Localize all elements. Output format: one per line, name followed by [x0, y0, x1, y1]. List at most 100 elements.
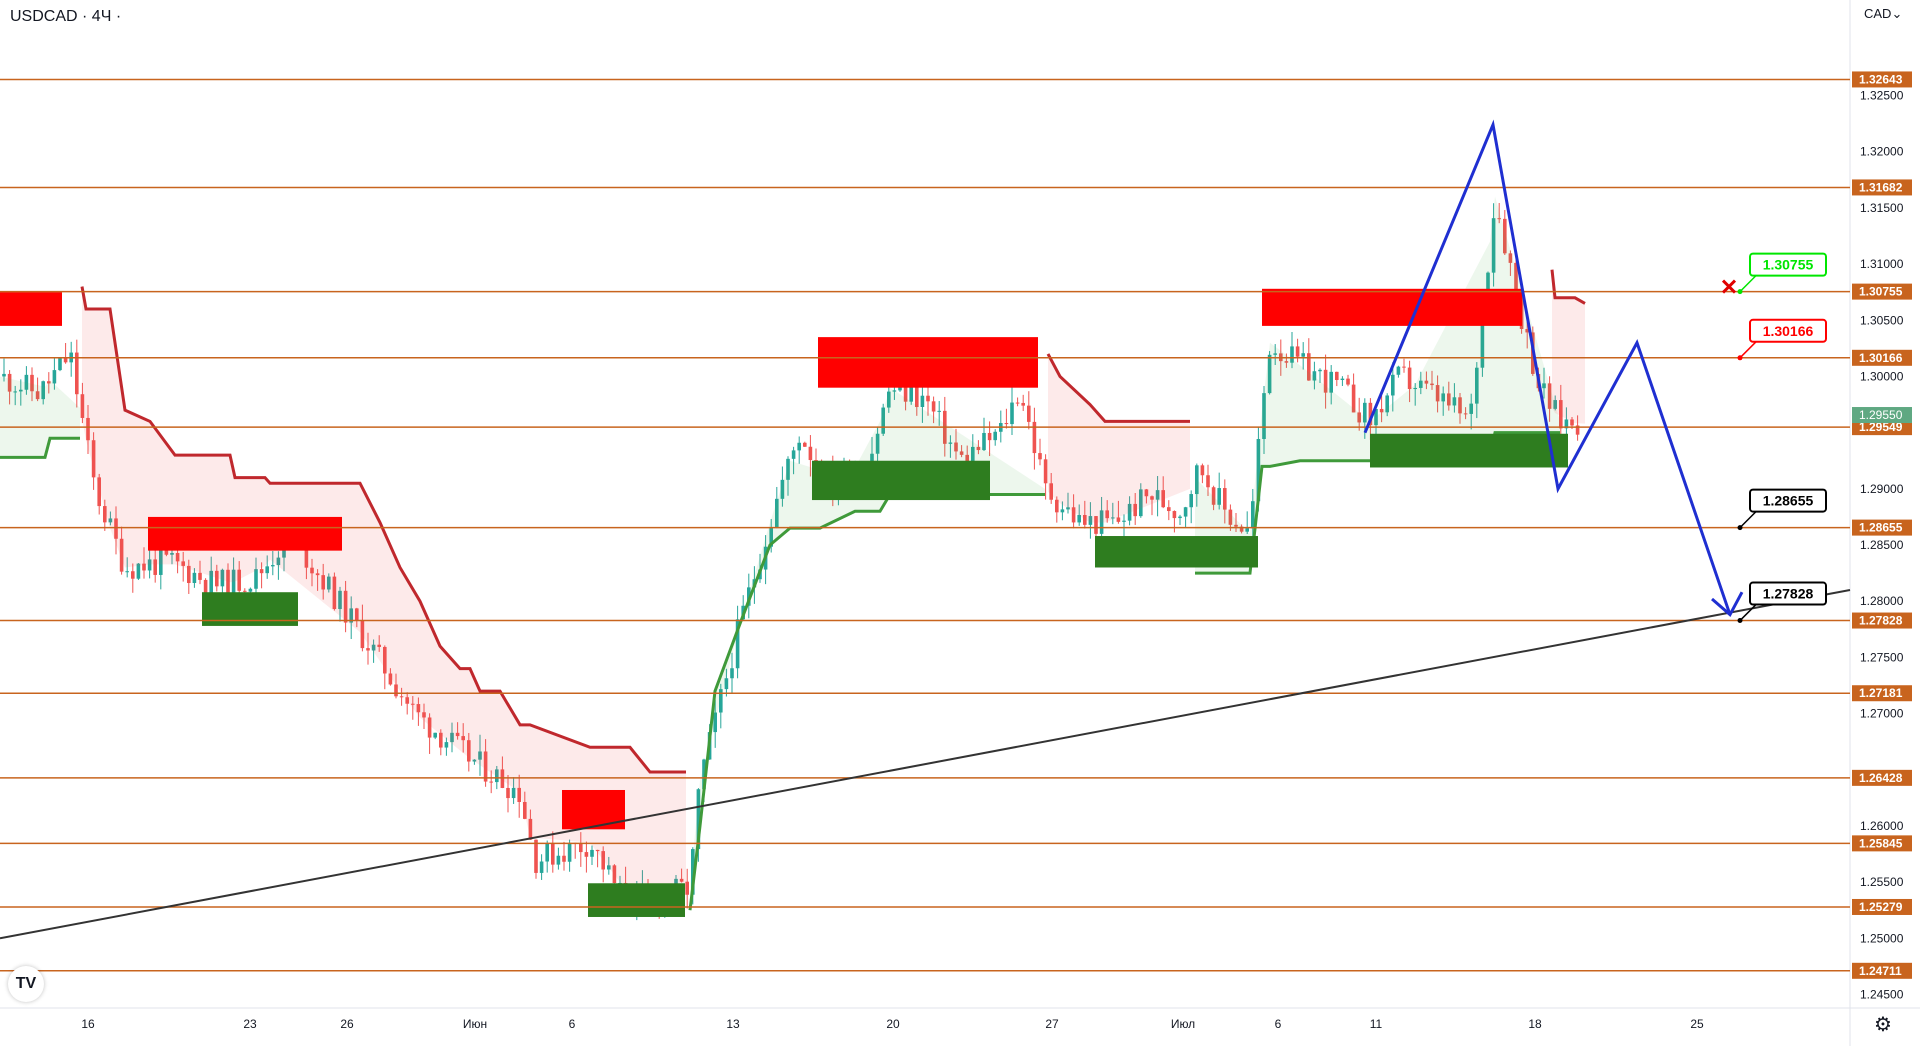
candle-body — [349, 608, 353, 623]
candle-body — [237, 569, 241, 591]
candle-body — [1295, 346, 1300, 357]
candle-body — [1514, 262, 1518, 293]
candle-body — [775, 498, 779, 528]
level-price-label: 1.30755 — [1859, 285, 1903, 299]
candle-body — [1189, 494, 1193, 508]
candle-body — [444, 742, 449, 748]
candle-body — [243, 590, 247, 592]
candle-body — [1553, 400, 1557, 409]
candle-body — [803, 442, 807, 447]
candle-body — [2, 373, 6, 377]
candle-body — [1559, 400, 1563, 429]
candle-body — [719, 689, 723, 713]
candle-body — [394, 684, 398, 697]
candle-body — [1340, 378, 1345, 380]
candle-body — [1441, 393, 1445, 402]
uptrend-band-1-fill — [690, 387, 1045, 911]
callout-anchor — [1737, 355, 1743, 361]
candle-body — [1273, 353, 1277, 355]
level-price-badge — [1852, 612, 1912, 629]
candle-body — [439, 732, 443, 748]
uptrend-band-1-line — [688, 492, 1045, 911]
candle-body — [987, 432, 992, 441]
level-price-label: 1.27181 — [1859, 686, 1903, 700]
level-price-badge — [1852, 419, 1912, 436]
y-tick-label: 1.32500 — [1860, 89, 1904, 103]
close-icon — [1721, 279, 1737, 294]
candle-body — [1323, 369, 1328, 393]
candle-body — [1083, 514, 1087, 525]
candle-body — [601, 851, 605, 870]
candle-body — [187, 565, 191, 583]
candle-body — [343, 590, 348, 623]
candle-body — [153, 559, 157, 575]
candle-body — [147, 559, 152, 571]
candle-body — [315, 573, 320, 576]
candle-body — [108, 518, 113, 523]
level-price-label: 1.25845 — [1859, 836, 1903, 850]
candle-body — [52, 370, 57, 384]
candle-body — [1256, 439, 1261, 502]
candle-body — [1144, 489, 1149, 497]
callout-label: 1.30166 — [1763, 323, 1814, 339]
candle-body — [1010, 402, 1014, 425]
candle-body — [86, 417, 90, 441]
currency-selector[interactable]: CAD⌄ — [1864, 6, 1902, 22]
candle-body — [875, 433, 880, 454]
candle-body — [405, 697, 409, 704]
candle-body — [1251, 501, 1255, 529]
gear-icon[interactable]: ⚙ — [1874, 1014, 1892, 1036]
forecast-arrowhead — [1711, 591, 1744, 618]
candle-body — [1469, 403, 1473, 414]
candle-body — [791, 450, 796, 459]
candle-body — [271, 565, 275, 567]
candle-body — [248, 588, 253, 592]
candle-body — [304, 541, 309, 568]
x-tick-label: Июн — [463, 1017, 487, 1031]
downtrend-band-2-fill — [1048, 353, 1190, 523]
candle-body — [920, 395, 925, 408]
level-price-label: 1.31682 — [1859, 180, 1903, 194]
candle-body — [1015, 402, 1020, 404]
separator: · — [115, 8, 122, 25]
candle-body — [1564, 419, 1569, 429]
candle-body — [685, 881, 689, 895]
y-tick-label: 1.29000 — [1860, 482, 1904, 496]
candle-body — [1167, 507, 1171, 512]
candle-body — [170, 552, 174, 555]
candle-body — [1307, 353, 1311, 381]
candle-body — [1088, 516, 1093, 525]
y-tick-label: 1.30000 — [1860, 369, 1904, 383]
candle-body — [265, 566, 269, 574]
y-tick-label: 1.25000 — [1860, 931, 1904, 945]
candle-body — [455, 732, 460, 737]
candle-body — [937, 410, 941, 412]
candle-body — [1055, 499, 1059, 513]
candle-body — [332, 576, 337, 610]
candle-body — [1032, 421, 1037, 454]
candle-body — [1127, 503, 1132, 521]
candle-body — [584, 852, 589, 857]
candle-body — [119, 538, 124, 572]
candle-body — [612, 865, 617, 884]
level-price-label: 1.32643 — [1859, 72, 1903, 86]
trend-line — [0, 588, 1851, 940]
tradingview-logo-icon[interactable]: TV — [8, 966, 44, 1002]
candle-body — [24, 374, 29, 390]
level-price-badge — [1852, 898, 1912, 915]
candle-body — [1419, 380, 1423, 388]
y-tick-label: 1.27500 — [1860, 650, 1904, 664]
candle-body — [1111, 517, 1115, 519]
candle-body — [1004, 423, 1009, 425]
candle-body — [231, 569, 236, 597]
candle-body — [461, 736, 465, 741]
candle-body — [427, 717, 432, 738]
x-tick-label: 6 — [1275, 1017, 1282, 1031]
demand-zone — [1370, 433, 1568, 468]
candle-body — [411, 703, 415, 705]
candle-body — [691, 849, 695, 895]
candle-body — [472, 759, 477, 762]
callout-pointer — [1739, 511, 1757, 529]
